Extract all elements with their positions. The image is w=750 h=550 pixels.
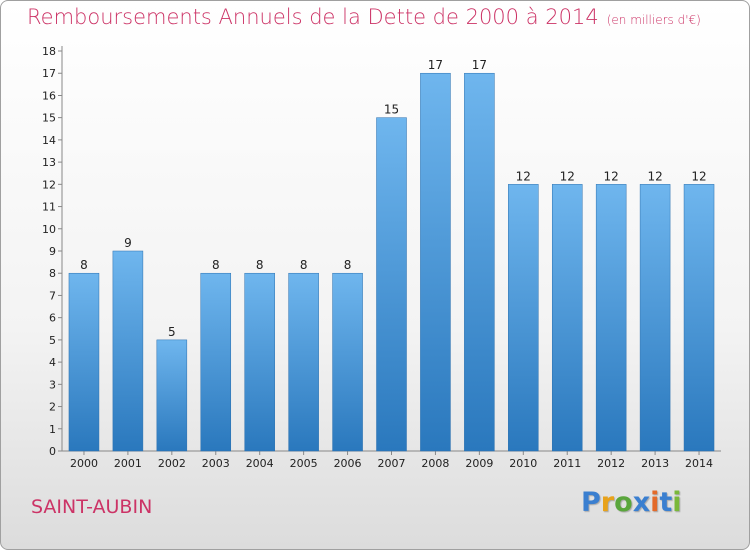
- proxiti-logo: Proxiti: [581, 487, 682, 518]
- y-tick-label: 14: [42, 134, 56, 147]
- bar-2011: [551, 184, 583, 452]
- bar-2001: [112, 250, 144, 452]
- logo-letter: i: [672, 487, 682, 518]
- bar-2010: [508, 184, 539, 452]
- bar-2013: [639, 184, 671, 452]
- y-tick-label: 0: [49, 445, 56, 458]
- logo-letter: t: [659, 487, 673, 518]
- data-label: 8: [256, 258, 264, 272]
- data-label: 12: [560, 169, 575, 183]
- y-tick-label: 5: [49, 334, 56, 347]
- x-tick-label: 2004: [246, 457, 274, 470]
- y-tick-label: 11: [42, 201, 56, 214]
- title-text: Remboursements Annuels de la Dette de 20…: [27, 5, 599, 29]
- bar-2004: [244, 272, 275, 452]
- data-label: 12: [516, 169, 531, 183]
- data-label: 8: [344, 258, 352, 272]
- x-tick-label: 2003: [202, 457, 230, 470]
- bar-2005: [288, 272, 319, 452]
- logo-letter: i: [650, 487, 660, 518]
- data-label: 17: [428, 58, 443, 72]
- bar-2009: [464, 72, 495, 452]
- data-label: 8: [300, 258, 308, 272]
- chart-title: Remboursements Annuels de la Dette de 20…: [27, 5, 701, 29]
- data-label: 9: [124, 236, 132, 250]
- logo-letter: r: [600, 487, 615, 518]
- x-tick-label: 2011: [553, 457, 581, 470]
- data-label: 15: [384, 103, 399, 117]
- logo-letter: x: [632, 487, 651, 518]
- x-tick-label: 2013: [641, 457, 669, 470]
- data-label: 8: [80, 258, 88, 272]
- bar-2012: [595, 184, 627, 452]
- y-tick-label: 13: [42, 156, 56, 169]
- x-tick-label: 2012: [597, 457, 625, 470]
- bar-2003: [200, 272, 232, 452]
- y-tick-label: 15: [42, 112, 56, 125]
- x-tick-label: 2000: [70, 457, 98, 470]
- x-tick-label: 2007: [378, 457, 406, 470]
- y-tick-label: 9: [49, 245, 56, 258]
- x-tick-label: 2005: [290, 457, 318, 470]
- x-tick-label: 2014: [685, 457, 713, 470]
- logo-letter: o: [614, 487, 633, 518]
- y-tick-label: 8: [49, 267, 56, 280]
- bar-2014: [683, 184, 715, 452]
- y-tick-label: 2: [49, 401, 56, 414]
- chart-subtitle: (en milliers d'€): [606, 13, 701, 27]
- data-label: 5: [168, 325, 176, 339]
- data-label: 12: [604, 169, 619, 183]
- y-tick-label: 6: [49, 312, 56, 325]
- y-tick-label: 12: [42, 178, 56, 191]
- data-label: 17: [472, 58, 487, 72]
- x-tick-label: 2006: [334, 457, 362, 470]
- bar-2008: [420, 72, 451, 452]
- y-tick-label: 3: [49, 378, 56, 391]
- bar-2007: [376, 117, 407, 452]
- bar-2002: [156, 339, 188, 452]
- bar-2006: [332, 272, 363, 452]
- commune-name: SAINT-AUBIN: [31, 496, 153, 518]
- y-tick-label: 18: [42, 45, 56, 58]
- x-tick-label: 2010: [509, 457, 537, 470]
- x-tick-label: 2001: [114, 457, 142, 470]
- data-label: 8: [212, 258, 220, 272]
- logo-letter: P: [581, 487, 601, 518]
- y-tick-label: 16: [42, 89, 56, 102]
- x-tick-label: 2008: [421, 457, 449, 470]
- bar-2000: [68, 272, 100, 452]
- x-tick-label: 2009: [465, 457, 493, 470]
- y-tick-label: 1: [49, 423, 56, 436]
- y-tick-label: 4: [49, 356, 56, 369]
- y-tick-label: 10: [42, 223, 56, 236]
- data-label: 12: [647, 169, 662, 183]
- data-label: 12: [691, 169, 706, 183]
- x-tick-label: 2002: [158, 457, 186, 470]
- y-tick-label: 7: [49, 289, 56, 302]
- y-tick-label: 17: [42, 67, 56, 80]
